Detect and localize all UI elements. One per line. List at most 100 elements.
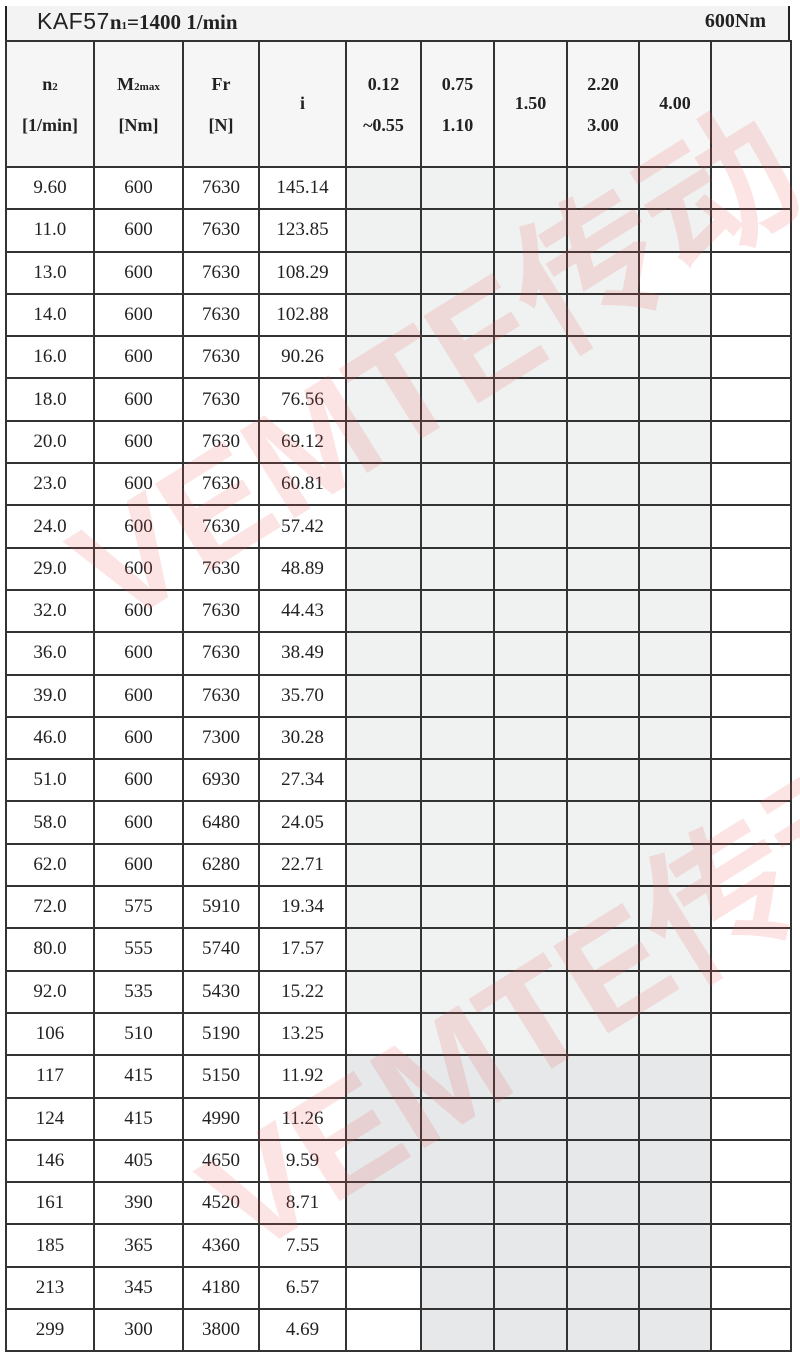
- header-line2: ~0.55: [363, 114, 404, 135]
- power-availability-cell: [638, 1096, 712, 1141]
- cell-n2: 29.0: [5, 546, 95, 591]
- cell-n2: 24.0: [5, 504, 95, 549]
- power-availability-cell: [493, 1011, 568, 1057]
- cell-n2: 72.0: [5, 885, 95, 930]
- power-availability-cell: [345, 292, 422, 338]
- cell-i: 123.85: [258, 208, 347, 253]
- cell-fr: 5430: [182, 969, 260, 1014]
- blank-cell: [710, 969, 792, 1014]
- cell-n2: 13.0: [5, 250, 95, 295]
- header-power-0-12-0-55: 0.12 ~0.55: [345, 40, 422, 168]
- power-availability-cell: [566, 673, 640, 718]
- cell-i: 11.92: [258, 1054, 347, 1099]
- cell-i: 145.14: [258, 165, 347, 211]
- cell-m2: 345: [93, 1265, 184, 1311]
- power-availability-cell: [493, 715, 568, 761]
- power-availability-cell: [566, 504, 640, 549]
- cell-i: 22.71: [258, 842, 347, 888]
- cell-m2: 600: [93, 588, 184, 634]
- table-row: 29.0 600 7630 48.89: [5, 546, 792, 591]
- cell-fr: 5190: [182, 1011, 260, 1057]
- power-availability-cell: [638, 208, 712, 253]
- cell-m2: 600: [93, 250, 184, 295]
- power-availability-cell: [493, 1308, 568, 1353]
- table-row: 117 415 5150 11.92: [5, 1054, 792, 1099]
- power-availability-cell: [420, 715, 495, 761]
- cell-m2: 415: [93, 1054, 184, 1099]
- power-availability-cell: [493, 208, 568, 253]
- cell-m2: 405: [93, 1138, 184, 1184]
- power-availability-cell: [566, 1265, 640, 1311]
- cell-n2: 62.0: [5, 842, 95, 888]
- power-availability-cell: [638, 165, 712, 211]
- table-row: 124 415 4990 11.26: [5, 1096, 792, 1141]
- table-row: 13.0 600 7630 108.29: [5, 250, 792, 295]
- power-availability-cell: [566, 292, 640, 338]
- cell-n2: 213: [5, 1265, 95, 1311]
- table-row: 11.0 600 7630 123.85: [5, 208, 792, 253]
- power-availability-cell: [493, 419, 568, 465]
- cell-m2: 600: [93, 758, 184, 803]
- cell-fr: 5150: [182, 1054, 260, 1099]
- blank-cell: [710, 1054, 792, 1099]
- power-availability-cell: [420, 208, 495, 253]
- blank-cell: [710, 335, 792, 380]
- power-availability-cell: [566, 419, 640, 465]
- cell-fr: 7630: [182, 588, 260, 634]
- table-title-bar: KAF57n1=1400 1/min 600Nm: [5, 6, 790, 40]
- cell-i: 44.43: [258, 588, 347, 634]
- cell-fr: 5740: [182, 927, 260, 972]
- header-line1: 0.75: [441, 73, 474, 94]
- power-availability-cell: [420, 1138, 495, 1184]
- power-availability-cell: [345, 208, 422, 253]
- table-row: 146 405 4650 9.59: [5, 1138, 792, 1184]
- blank-cell: [710, 758, 792, 803]
- power-availability-cell: [638, 292, 712, 338]
- power-availability-cell: [638, 1308, 712, 1353]
- power-availability-cell: [566, 885, 640, 930]
- table-row: 51.0 600 6930 27.34: [5, 758, 792, 803]
- table-row: 23.0 600 7630 60.81: [5, 462, 792, 507]
- header-ratio: i: [258, 40, 347, 168]
- cell-fr: 7630: [182, 335, 260, 380]
- power-availability-cell: [420, 1054, 495, 1099]
- power-availability-cell: [345, 715, 422, 761]
- blank-cell: [710, 800, 792, 845]
- cell-fr: 7300: [182, 715, 260, 761]
- blank-cell: [710, 208, 792, 253]
- power-availability-cell: [345, 1308, 422, 1353]
- cell-m2: 600: [93, 546, 184, 591]
- cell-m2: 510: [93, 1011, 184, 1057]
- power-availability-cell: [345, 546, 422, 591]
- cell-fr: 7630: [182, 673, 260, 718]
- cell-fr: 7630: [182, 165, 260, 211]
- cell-i: 15.22: [258, 969, 347, 1014]
- blank-cell: [710, 842, 792, 888]
- blank-cell: [710, 419, 792, 465]
- table-row: 39.0 600 7630 35.70: [5, 673, 792, 718]
- power-availability-cell: [638, 1265, 712, 1311]
- cell-i: 60.81: [258, 462, 347, 507]
- power-availability-cell: [345, 1181, 422, 1226]
- power-availability-cell: [493, 377, 568, 422]
- header-line2: 1.10: [441, 114, 474, 135]
- power-availability-cell: [345, 1265, 422, 1311]
- table-row: 185 365 4360 7.55: [5, 1223, 792, 1268]
- power-availability-cell: [493, 250, 568, 295]
- power-availability-cell: [345, 885, 422, 930]
- power-availability-cell: [345, 1011, 422, 1057]
- cell-fr: 3800: [182, 1308, 260, 1353]
- cell-n2: 124: [5, 1096, 95, 1141]
- table-row: 46.0 600 7300 30.28: [5, 715, 792, 761]
- blank-cell: [710, 546, 792, 591]
- cell-fr: 7630: [182, 208, 260, 253]
- power-availability-cell: [420, 462, 495, 507]
- header-line1: 1.50: [514, 92, 547, 113]
- power-availability-cell: [638, 969, 712, 1014]
- power-availability-cell: [566, 335, 640, 380]
- power-availability-cell: [420, 800, 495, 845]
- table-row: 9.60 600 7630 145.14: [5, 165, 792, 211]
- power-availability-cell: [345, 800, 422, 845]
- cell-fr: 6280: [182, 842, 260, 888]
- cell-n2: 11.0: [5, 208, 95, 253]
